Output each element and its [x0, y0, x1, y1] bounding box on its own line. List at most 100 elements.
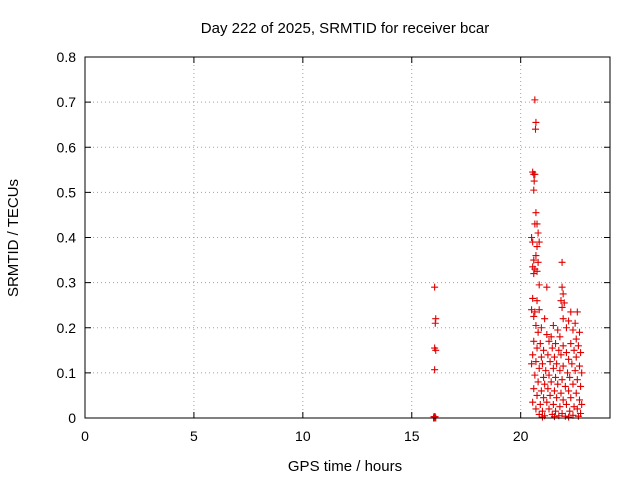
data-point [545, 405, 553, 413]
data-point [535, 306, 543, 314]
data-point [531, 125, 539, 133]
y-tick-label: 0 [68, 410, 76, 426]
data-point [529, 238, 537, 246]
data-point [535, 238, 543, 246]
data-point [536, 400, 544, 408]
data-point [556, 333, 564, 341]
data-point [537, 353, 545, 361]
data-point [562, 324, 570, 332]
data-point [554, 380, 562, 388]
data-point [557, 389, 565, 397]
data-point [431, 319, 439, 327]
data-point [565, 413, 573, 421]
data-point [566, 407, 574, 415]
data-point [537, 387, 545, 395]
data-point [533, 243, 541, 251]
data-point [558, 283, 566, 291]
data-point [533, 344, 541, 352]
data-point [555, 346, 563, 354]
y-tick-label: 0.4 [57, 230, 77, 246]
data-point [567, 340, 575, 348]
data-point [559, 342, 567, 350]
data-point [545, 337, 553, 345]
data-point [559, 315, 567, 323]
data-point [572, 389, 580, 397]
data-point [546, 391, 554, 399]
data-point [552, 373, 560, 381]
data-point [531, 170, 539, 178]
data-point [548, 344, 556, 352]
data-point [572, 353, 580, 361]
data-point [559, 290, 567, 298]
x-tick-label: 0 [81, 428, 89, 444]
y-axis-title: SRMTID / TECUs [5, 179, 22, 297]
data-point [544, 351, 552, 359]
data-point [537, 324, 545, 332]
x-tick-label: 10 [295, 428, 311, 444]
y-tick-label: 0.5 [57, 184, 77, 200]
x-tick-label: 20 [513, 428, 529, 444]
y-tick-label: 0.2 [57, 320, 77, 336]
data-point [530, 270, 538, 278]
data-point [534, 328, 542, 336]
data-point [533, 391, 541, 399]
y-tick-label: 0.1 [57, 365, 77, 381]
data-point [534, 378, 542, 386]
data-point [550, 413, 558, 421]
data-point [569, 326, 577, 334]
data-point [572, 335, 580, 343]
data-point [558, 303, 566, 311]
data-point [558, 376, 566, 384]
data-point [543, 398, 551, 406]
data-point [577, 349, 585, 357]
data-points [430, 96, 586, 422]
data-point [547, 378, 555, 386]
data-point [530, 256, 538, 264]
data-point [541, 380, 549, 388]
data-point [530, 177, 538, 185]
data-point [544, 385, 552, 393]
data-point [571, 367, 579, 375]
x-axis-title: GPS time / hours [288, 458, 402, 475]
chart-title: Day 222 of 2025, SRMTID for receiver bca… [201, 20, 489, 37]
data-point [567, 394, 575, 402]
data-point [556, 403, 564, 411]
data-point [549, 321, 557, 329]
data-point [541, 315, 549, 323]
data-point [532, 209, 540, 217]
data-point [565, 355, 573, 363]
data-point [432, 346, 440, 354]
data-point [574, 412, 582, 420]
data-point [553, 360, 561, 368]
data-point [530, 186, 538, 194]
data-point [540, 373, 548, 381]
y-tick-label: 0.8 [57, 49, 77, 65]
data-point [557, 351, 565, 359]
data-point [550, 353, 558, 361]
data-point [565, 317, 573, 325]
data-point [569, 380, 577, 388]
data-point [577, 382, 585, 390]
data-point [576, 328, 584, 336]
data-point [565, 387, 573, 395]
data-point [570, 346, 578, 354]
data-point [564, 369, 572, 377]
data-point [531, 308, 539, 316]
data-point [431, 366, 439, 374]
axis-ticks: 0 0.1 0.2 0.3 0.4 0.5 0.6 0.7 0.8 0 5 10 15 20 [57, 49, 610, 444]
data-point [531, 220, 539, 228]
data-point [534, 258, 542, 266]
x-tick-label: 5 [190, 428, 198, 444]
data-point [538, 407, 546, 415]
data-point [530, 385, 538, 393]
data-point [573, 308, 581, 316]
data-point [538, 413, 546, 421]
data-point [562, 349, 570, 357]
data-point [543, 283, 551, 291]
data-point [538, 360, 546, 368]
data-point [567, 308, 575, 316]
y-tick-label: 0.3 [57, 275, 77, 291]
y-tick-label: 0.6 [57, 139, 77, 155]
data-point [552, 340, 560, 348]
data-point [560, 299, 568, 307]
